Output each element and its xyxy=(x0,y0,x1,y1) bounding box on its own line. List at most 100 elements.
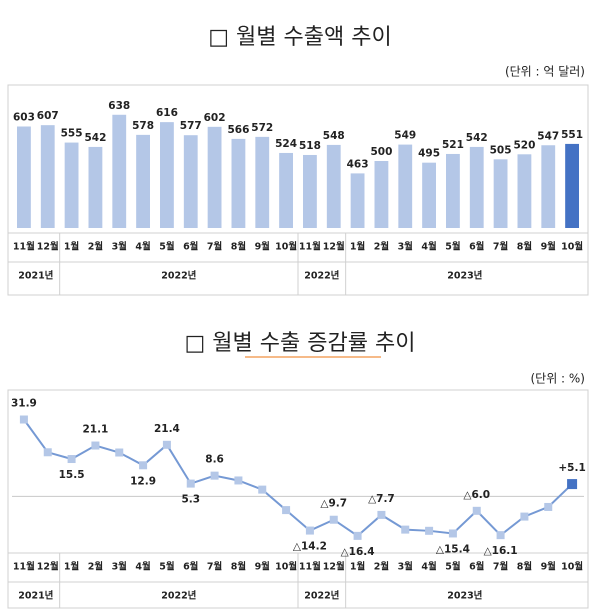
x-tick-label: 10월 xyxy=(561,561,583,573)
x-tick-label: 11월 xyxy=(299,241,321,253)
bar xyxy=(446,153,460,228)
value-label: 566 xyxy=(227,124,249,136)
bar xyxy=(40,125,55,228)
value-label: 8.6 xyxy=(205,454,224,466)
bar xyxy=(88,146,103,228)
bar xyxy=(136,134,150,228)
chart-title: □ 월별 수출액 추이 xyxy=(208,25,391,50)
bar xyxy=(207,126,222,228)
marker xyxy=(425,526,434,535)
marker xyxy=(520,512,529,521)
value-label: 524 xyxy=(275,138,297,150)
value-label: 21.4 xyxy=(154,423,180,435)
value-label: 638 xyxy=(108,100,130,112)
x-tick-label: 8월 xyxy=(231,561,246,573)
marker xyxy=(19,415,28,424)
value-label: 542 xyxy=(466,132,488,144)
value-label: 521 xyxy=(442,139,464,151)
value-label: 549 xyxy=(394,130,416,142)
value-label: 12.9 xyxy=(130,475,156,487)
x-tick-label: 2월 xyxy=(374,561,389,573)
marker xyxy=(329,515,338,524)
x-tick-label: 8월 xyxy=(517,241,532,253)
year-label: 2022년 xyxy=(304,270,339,282)
marker xyxy=(377,510,386,519)
bar xyxy=(279,152,293,228)
marker xyxy=(234,476,243,485)
marker xyxy=(162,440,171,449)
marker xyxy=(91,441,100,450)
x-tick-label: 4월 xyxy=(135,561,150,573)
marker xyxy=(305,526,314,535)
bar xyxy=(183,135,198,228)
x-tick-label: 4월 xyxy=(421,241,436,253)
bar xyxy=(493,159,508,228)
bar xyxy=(303,154,317,228)
x-tick-label: 3월 xyxy=(112,241,127,253)
value-label: 603 xyxy=(13,111,35,123)
value-label: △14.2 xyxy=(293,541,327,553)
chart-title: □ 월별 수출 증감률 추이 xyxy=(185,331,416,356)
x-tick-label: 3월 xyxy=(398,561,413,573)
x-tick-label: 7월 xyxy=(493,561,508,573)
x-tick-label: 6월 xyxy=(469,561,484,573)
value-label: 505 xyxy=(490,144,512,156)
value-label: 547 xyxy=(537,130,559,142)
marker xyxy=(186,479,195,488)
year-label: 2021년 xyxy=(18,590,53,602)
marker xyxy=(472,506,481,515)
bar xyxy=(112,114,127,228)
x-tick-label: 8월 xyxy=(231,241,246,253)
marker xyxy=(448,529,457,538)
bar xyxy=(469,146,484,228)
x-tick-label: 1월 xyxy=(64,561,79,573)
bar xyxy=(231,138,246,228)
x-tick-label: 12월 xyxy=(323,561,345,573)
bar xyxy=(422,162,436,228)
value-label: 542 xyxy=(84,132,106,144)
bar xyxy=(517,154,532,228)
x-tick-label: 9월 xyxy=(541,241,556,253)
x-tick-label: 2월 xyxy=(374,241,389,253)
marker xyxy=(43,448,52,457)
marker xyxy=(115,448,124,457)
value-label: 520 xyxy=(513,139,535,151)
bar xyxy=(64,142,79,228)
value-label: △7.7 xyxy=(368,493,395,505)
bar xyxy=(160,122,174,228)
x-tick-label: 12월 xyxy=(37,561,59,573)
x-tick-label: 4월 xyxy=(135,241,150,253)
year-label: 2023년 xyxy=(447,270,482,282)
bar xyxy=(17,126,31,228)
x-tick-label: 1월 xyxy=(350,241,365,253)
marker xyxy=(258,485,267,494)
x-tick-label: 9월 xyxy=(255,561,270,573)
x-tick-label: 11월 xyxy=(13,561,35,573)
value-label: 548 xyxy=(323,130,345,142)
x-tick-label: 5월 xyxy=(445,561,460,573)
x-tick-label: 2월 xyxy=(88,561,103,573)
x-tick-label: 7월 xyxy=(493,241,508,253)
bar xyxy=(541,145,556,228)
x-tick-label: 10월 xyxy=(561,241,583,253)
marker xyxy=(67,455,76,464)
year-label: 2022년 xyxy=(161,590,196,602)
x-tick-label: 5월 xyxy=(445,241,460,253)
value-label: 495 xyxy=(418,148,440,160)
value-label: 555 xyxy=(61,128,83,140)
value-label: 551 xyxy=(561,129,583,141)
year-label: 2023년 xyxy=(447,590,482,602)
x-tick-label: 6월 xyxy=(183,561,198,573)
value-label: △16.1 xyxy=(484,545,518,557)
x-tick-label: 10월 xyxy=(275,241,297,253)
x-tick-label: 6월 xyxy=(469,241,484,253)
year-label: 2022년 xyxy=(161,270,196,282)
marker xyxy=(282,506,291,515)
value-label: 572 xyxy=(251,122,273,134)
value-label: △9.7 xyxy=(320,498,347,510)
marker xyxy=(139,461,148,470)
value-label: 607 xyxy=(37,110,59,122)
unit-label: (단위 : 억 달러) xyxy=(505,65,585,79)
bar xyxy=(350,173,365,228)
